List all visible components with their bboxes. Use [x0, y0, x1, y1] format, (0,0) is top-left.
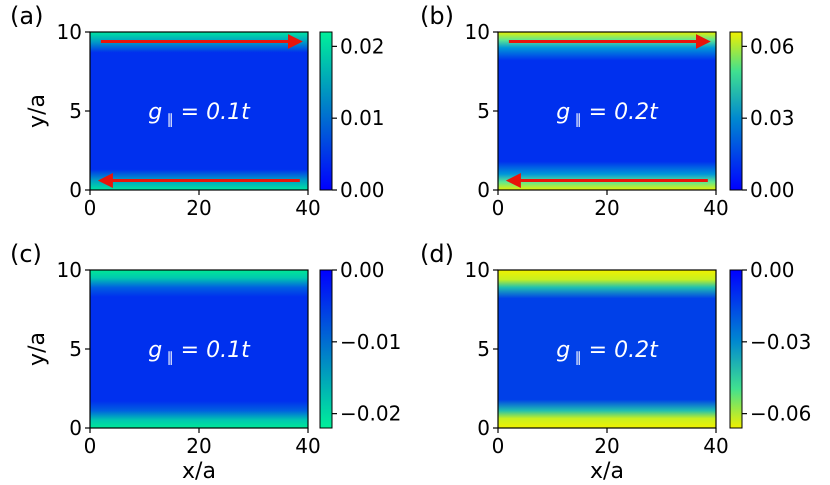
panel-b: (b) 0 20 40 0 5 10 g ∥ = 0.2t 0.00 0.03 0.06	[420, 2, 795, 220]
x-tick-label: 40	[295, 434, 320, 458]
colorbar-tick-label: 0.00	[340, 178, 385, 202]
y-tick-label: 5	[69, 99, 82, 123]
x-tick-label: 0	[492, 434, 505, 458]
x-tick-label: 0	[84, 196, 97, 220]
panel-label: (b)	[420, 2, 454, 30]
colorbar-tick-label: 0.06	[750, 34, 795, 58]
colorbar-tick-label: −0.02	[340, 402, 401, 426]
panel-label: (a)	[10, 2, 43, 30]
x-tick-label: 20	[186, 434, 211, 458]
colorbar-frame	[319, 31, 333, 191]
x-tick-label: 20	[594, 196, 619, 220]
colorbar-frame	[729, 269, 743, 429]
x-tick-label: 0	[84, 434, 97, 458]
panel-label: (c)	[10, 240, 42, 268]
colorbar-tick-label: −0.06	[750, 402, 811, 426]
y-tick-label: 10	[57, 20, 82, 44]
colorbar-frame	[319, 269, 333, 429]
y-axis-label: y/a	[25, 332, 50, 366]
colorbar	[320, 270, 332, 428]
colorbar-tick-label: 0.01	[340, 106, 385, 130]
x-tick-label: 0	[492, 196, 505, 220]
colorbar-tick-label: 0.00	[750, 178, 795, 202]
y-tick-label: 0	[69, 178, 82, 202]
panel-a: (a) 0 20 40 0 5 10 y/a g ∥ = 0.1t 0.00 0.01 0.02	[10, 2, 385, 220]
y-tick-label: 0	[477, 416, 490, 440]
annotation-text: g ∥ = 0.2t	[556, 338, 659, 366]
y-tick-label: 5	[477, 99, 490, 123]
heatmap-image	[498, 32, 716, 190]
annotation-text: g ∥ = 0.2t	[556, 100, 659, 128]
x-tick-label: 40	[295, 196, 320, 220]
x-axis-label: x/a	[182, 459, 216, 484]
y-tick-label: 5	[69, 337, 82, 361]
x-axis-label: x/a	[590, 459, 624, 484]
annotation-text: g ∥ = 0.1t	[148, 100, 251, 128]
heatmap-image	[498, 270, 716, 428]
colorbar	[730, 32, 742, 190]
x-tick-label: 20	[594, 434, 619, 458]
x-tick-label: 40	[703, 434, 728, 458]
colorbar-frame	[729, 31, 743, 191]
y-tick-label: 10	[465, 258, 490, 282]
colorbar-tick-label: −0.03	[750, 330, 811, 354]
y-tick-label: 10	[465, 20, 490, 44]
colorbar-tick-label: 0.03	[750, 106, 795, 130]
y-tick-label: 5	[477, 337, 490, 361]
colorbar-tick-label: 0.00	[750, 258, 795, 282]
x-tick-label: 20	[186, 196, 211, 220]
heatmap-image	[90, 270, 308, 428]
panel-d: (d) 0 20 40 0 5 10 x/a g ∥ = 0.2t 0.00 −0.03 −0.06	[420, 240, 811, 484]
annotation-text: g ∥ = 0.1t	[148, 338, 251, 366]
panel-label: (d)	[420, 240, 454, 268]
colorbar	[730, 270, 742, 428]
y-tick-label: 0	[69, 416, 82, 440]
heatmap-image	[90, 32, 308, 190]
panel-c: (c) 0 20 40 0 5 10 y/a x/a g ∥ = 0.1t 0.00 −0.01 −0.…	[10, 240, 401, 484]
y-axis-label: y/a	[25, 94, 50, 128]
colorbar-tick-label: −0.01	[340, 330, 401, 354]
colorbar-tick-label: 0.02	[340, 34, 385, 58]
x-tick-label: 40	[703, 196, 728, 220]
y-tick-label: 10	[57, 258, 82, 282]
colorbar	[320, 32, 332, 190]
colorbar-tick-label: 0.00	[340, 258, 385, 282]
y-tick-label: 0	[477, 178, 490, 202]
